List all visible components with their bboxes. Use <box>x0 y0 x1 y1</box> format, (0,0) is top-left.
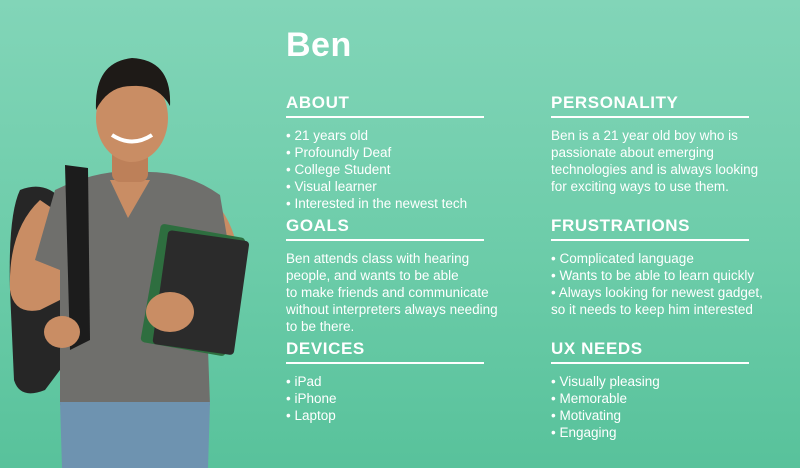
list-item: Motivating <box>551 407 786 424</box>
devices-heading: DEVICES <box>286 339 484 364</box>
list-item: Interested in the newest tech <box>286 195 521 212</box>
persona-name: Ben <box>286 26 352 64</box>
frustrations-section: FRUSTRATIONS Complicated language Wants … <box>551 216 786 318</box>
list-item: Wants to be able to learn quickly <box>551 267 786 284</box>
list-item: Engaging <box>551 424 786 441</box>
devices-section: DEVICES iPad iPhone Laptop <box>286 339 521 424</box>
list-item: College Student <box>286 161 521 178</box>
ux-needs-section: UX NEEDS Visually pleasing Memorable Mot… <box>551 339 786 441</box>
persona-photo <box>9 58 250 468</box>
goals-section: GOALS Ben attends class with hearing peo… <box>286 216 521 335</box>
devices-list: iPad iPhone Laptop <box>286 373 521 424</box>
list-item: 21 years old <box>286 127 521 144</box>
list-item: Complicated language <box>551 250 786 267</box>
list-item: Memorable <box>551 390 786 407</box>
goals-heading: GOALS <box>286 216 484 241</box>
about-section: ABOUT 21 years old Profoundly Deaf Colle… <box>286 93 521 212</box>
list-item: Always looking for newest gadget, so it … <box>551 284 786 318</box>
list-item: Profoundly Deaf <box>286 144 521 161</box>
personality-text: Ben is a 21 year old boy who is passiona… <box>551 128 759 194</box>
personality-heading: PERSONALITY <box>551 93 749 118</box>
ux-needs-list: Visually pleasing Memorable Motivating E… <box>551 373 786 441</box>
ux-needs-heading: UX NEEDS <box>551 339 749 364</box>
frustrations-list: Complicated language Wants to be able to… <box>551 250 786 318</box>
personality-section: PERSONALITY Ben is a 21 year old boy who… <box>551 93 786 195</box>
list-item: Visual learner <box>286 178 521 195</box>
about-list: 21 years old Profoundly Deaf College Stu… <box>286 127 521 212</box>
list-item: Laptop <box>286 407 521 424</box>
goals-text: Ben attends class with hearing people, a… <box>286 251 498 334</box>
about-heading: ABOUT <box>286 93 484 118</box>
list-item: iPad <box>286 373 521 390</box>
list-item: iPhone <box>286 390 521 407</box>
frustrations-heading: FRUSTRATIONS <box>551 216 749 241</box>
list-item: Visually pleasing <box>551 373 786 390</box>
